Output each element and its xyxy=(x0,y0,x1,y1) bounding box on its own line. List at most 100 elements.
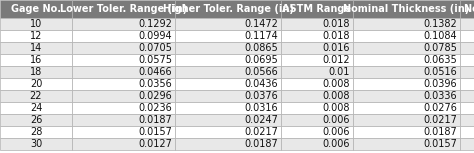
Bar xyxy=(281,114,353,126)
Text: 0.0376: 0.0376 xyxy=(244,91,278,101)
Text: 0.0217: 0.0217 xyxy=(423,115,457,125)
Bar xyxy=(0,126,72,138)
Bar xyxy=(460,54,474,66)
Bar xyxy=(460,0,474,18)
Text: 0.1084: 0.1084 xyxy=(423,31,457,41)
Bar xyxy=(175,138,281,150)
Text: 0.0785: 0.0785 xyxy=(423,43,457,53)
Text: 0.008: 0.008 xyxy=(322,103,350,113)
Bar xyxy=(72,30,175,42)
Bar xyxy=(281,18,353,30)
Bar xyxy=(72,42,175,54)
Bar xyxy=(175,114,281,126)
Text: 0.0187: 0.0187 xyxy=(423,127,457,137)
Bar xyxy=(353,42,460,54)
Text: 0.0217: 0.0217 xyxy=(244,127,278,137)
Bar xyxy=(175,0,281,18)
Bar xyxy=(72,126,175,138)
Text: 0.0296: 0.0296 xyxy=(138,91,172,101)
Bar xyxy=(0,0,72,18)
Text: 0.0247: 0.0247 xyxy=(244,115,278,125)
Bar xyxy=(175,54,281,66)
Text: 30: 30 xyxy=(30,139,42,149)
Text: 0.0187: 0.0187 xyxy=(138,115,172,125)
Text: 0.1292: 0.1292 xyxy=(138,19,172,29)
Text: 0.0994: 0.0994 xyxy=(138,31,172,41)
Bar xyxy=(175,30,281,42)
Bar xyxy=(353,18,460,30)
Bar xyxy=(0,114,72,126)
Text: 20: 20 xyxy=(30,79,42,89)
Bar xyxy=(0,54,72,66)
Text: 0.0187: 0.0187 xyxy=(244,139,278,149)
Bar xyxy=(175,42,281,54)
Text: 0.008: 0.008 xyxy=(322,79,350,89)
Bar xyxy=(175,18,281,30)
Text: Higher Toler. Range (in): Higher Toler. Range (in) xyxy=(163,4,293,14)
Text: 22: 22 xyxy=(30,91,42,101)
Bar xyxy=(72,102,175,114)
Bar xyxy=(281,126,353,138)
Bar xyxy=(281,42,353,54)
Bar xyxy=(72,114,175,126)
Bar xyxy=(72,90,175,102)
Text: 28: 28 xyxy=(30,127,42,137)
Text: 24: 24 xyxy=(30,103,42,113)
Bar xyxy=(0,78,72,90)
Bar xyxy=(353,66,460,78)
Bar xyxy=(72,66,175,78)
Text: 0.012: 0.012 xyxy=(322,55,350,65)
Bar xyxy=(175,66,281,78)
Bar xyxy=(281,102,353,114)
Text: 0.0157: 0.0157 xyxy=(423,139,457,149)
Bar xyxy=(281,0,353,18)
Bar xyxy=(460,42,474,54)
Bar xyxy=(0,138,72,150)
Bar xyxy=(460,66,474,78)
Text: 0.018: 0.018 xyxy=(322,31,350,41)
Text: 0.0635: 0.0635 xyxy=(423,55,457,65)
Bar xyxy=(460,78,474,90)
Bar xyxy=(460,114,474,126)
Text: Nominal lb/sf: Nominal lb/sf xyxy=(464,4,474,14)
Text: 0.0236: 0.0236 xyxy=(138,103,172,113)
Bar xyxy=(281,90,353,102)
Bar xyxy=(0,102,72,114)
Bar xyxy=(353,138,460,150)
Bar xyxy=(175,126,281,138)
Text: 0.0705: 0.0705 xyxy=(138,43,172,53)
Bar xyxy=(353,0,460,18)
Bar xyxy=(0,18,72,30)
Text: 0.0436: 0.0436 xyxy=(245,79,278,89)
Bar xyxy=(72,54,175,66)
Text: 26: 26 xyxy=(30,115,42,125)
Bar xyxy=(281,54,353,66)
Text: 0.1472: 0.1472 xyxy=(244,19,278,29)
Text: 16: 16 xyxy=(30,55,42,65)
Text: 0.006: 0.006 xyxy=(322,127,350,137)
Text: 0.0316: 0.0316 xyxy=(245,103,278,113)
Bar xyxy=(353,102,460,114)
Text: 0.006: 0.006 xyxy=(322,139,350,149)
Text: 18: 18 xyxy=(30,67,42,77)
Bar xyxy=(460,30,474,42)
Text: 0.0466: 0.0466 xyxy=(138,67,172,77)
Bar xyxy=(460,18,474,30)
Bar xyxy=(460,126,474,138)
Text: 12: 12 xyxy=(30,31,42,41)
Bar xyxy=(175,102,281,114)
Bar xyxy=(460,90,474,102)
Bar xyxy=(353,90,460,102)
Text: 0.01: 0.01 xyxy=(328,67,350,77)
Bar xyxy=(353,114,460,126)
Bar xyxy=(353,54,460,66)
Bar xyxy=(72,18,175,30)
Text: 0.0127: 0.0127 xyxy=(138,139,172,149)
Bar xyxy=(281,78,353,90)
Bar xyxy=(460,138,474,150)
Bar xyxy=(0,42,72,54)
Text: 0.1382: 0.1382 xyxy=(423,19,457,29)
Text: Lower Toler. Range (in): Lower Toler. Range (in) xyxy=(60,4,187,14)
Text: 0.0575: 0.0575 xyxy=(138,55,172,65)
Text: Nominal Thickness (in): Nominal Thickness (in) xyxy=(343,4,470,14)
